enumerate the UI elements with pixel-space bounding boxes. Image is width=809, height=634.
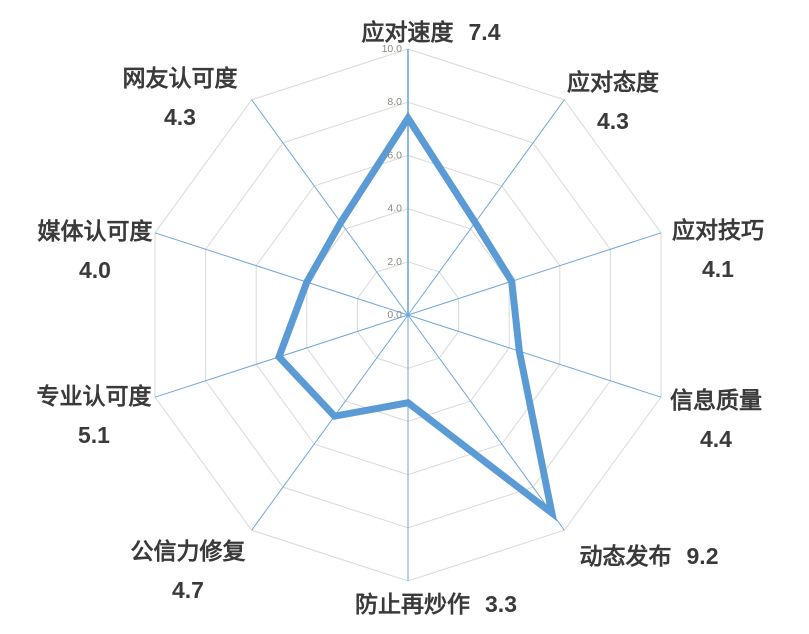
axis-spoke [407,314,662,398]
category-label: 信息质量 [670,387,762,413]
axis-label-media-recognition: 媒体认可度 4.0 [38,220,153,282]
category-value: 7.4 [468,19,501,45]
category-value: 4.3 [164,104,196,130]
radial-tick-label: 2.0 [387,256,402,268]
category-value: 5.1 [78,422,110,448]
category-label: 动态发布 [579,543,672,569]
category-label: 防止再炒作 [355,591,471,617]
radial-tick-label: 6.0 [387,149,402,161]
axis-label-response-speed: 应对速度 7.4 [362,13,501,47]
data-series-polygon [274,111,558,522]
axis-label-prevent-rehype: 防止再炒作 3.3 [355,585,517,619]
axis-label-response-attitude: 应对态度 4.3 [567,71,659,133]
radial-tick-label: 0.0 [387,309,402,321]
axis-label-credibility-repair: 公信力修复 4.7 [131,540,246,602]
radial-tick-label: 4.0 [387,203,402,215]
category-value: 4.0 [79,257,111,283]
axis-label-information-quality: 信息质量 4.4 [670,389,762,451]
axis-spoke [407,314,565,531]
category-label: 应对技巧 [672,217,764,243]
axis-spoke [407,99,565,316]
axis-spoke [154,232,409,316]
category-label: 媒体认可度 [37,218,153,244]
category-value: 4.1 [702,256,734,282]
category-label: 网友认可度 [122,65,238,91]
category-value: 4.3 [597,108,629,134]
axis-label-netizen-recognition: 网友认可度 4.3 [123,67,238,129]
axis-spoke [251,99,409,316]
axis-spoke [251,314,409,531]
category-value: 4.4 [700,426,732,452]
axis-label-dynamic-release: 动态发布 9.2 [580,537,719,571]
category-label: 应对态度 [567,69,659,95]
radial-tick-label: 10.0 [382,43,403,55]
category-value: 9.2 [686,543,719,569]
category-label: 应对速度 [361,19,454,45]
category-value: 4.7 [172,577,204,603]
category-label: 专业认可度 [36,383,152,409]
axis-label-response-skill: 应对技巧 4.1 [672,219,764,281]
axis-spoke [407,232,662,316]
radial-tick-label: 8.0 [387,96,402,108]
category-label: 公信力修复 [130,538,246,564]
category-value: 3.3 [485,591,517,617]
axis-label-professional-recognition: 专业认可度 5.1 [37,385,152,447]
